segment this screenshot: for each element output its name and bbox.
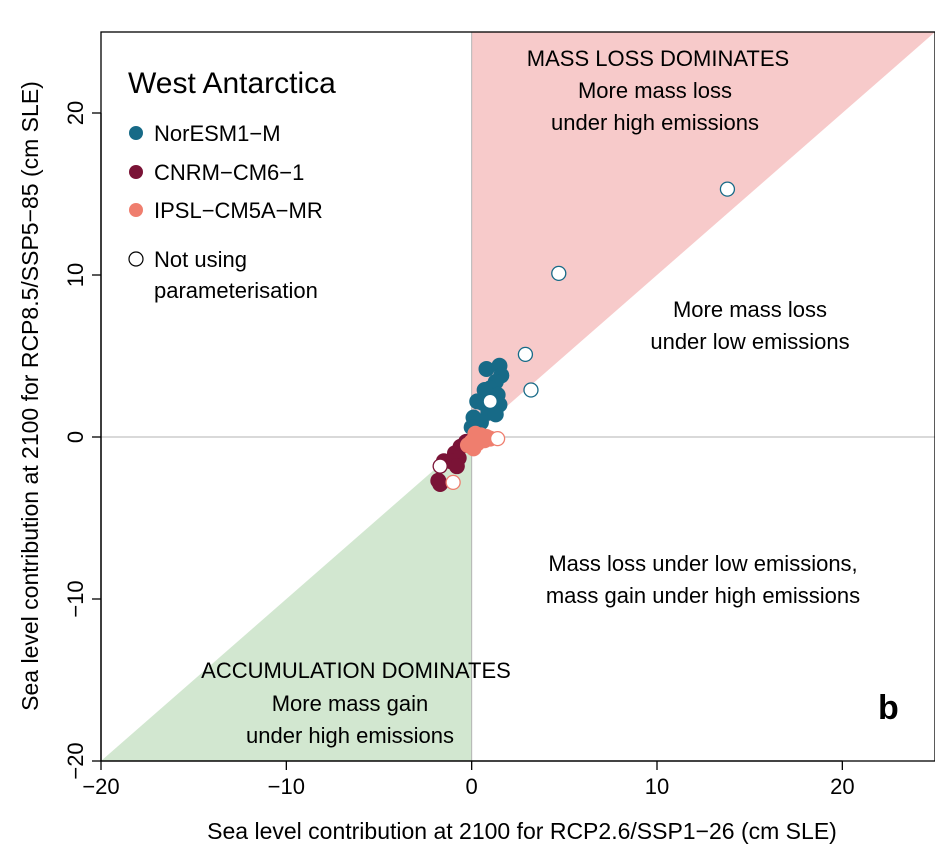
point-ipsl-cm5a-mr-7 — [465, 440, 482, 457]
x-tick-label-1: −10 — [268, 774, 305, 799]
legend-label-cnrm: CNRM−CM6−1 — [154, 160, 304, 185]
annotation-mass-loss-dominates: MASS LOSS DOMINATES — [527, 46, 789, 71]
x-tick-label-0: −20 — [82, 774, 119, 799]
open-point-noresm1-m-3 — [719, 181, 736, 197]
y-tick-label-3: 10 — [63, 263, 88, 287]
region-accumulation-dominates — [101, 437, 472, 761]
y-tick-label-1: −10 — [63, 580, 88, 617]
open-point-noresm1-m-1 — [523, 382, 539, 398]
legend-marker-open — [128, 251, 144, 267]
point-noresm1-m-13 — [487, 406, 504, 423]
y-tick-label-0: −20 — [63, 742, 88, 779]
annotation-more-loss-low-2: under low emissions — [650, 329, 849, 354]
point-cnrm-cm6-1-4 — [448, 458, 465, 475]
legend-marker-ipsl — [129, 203, 143, 217]
x-tick-label-2: 0 — [466, 774, 478, 799]
legend-marker-cnrm — [129, 165, 143, 179]
y-tick-label-4: 20 — [63, 101, 88, 125]
region-mass-loss-dominates — [471, 32, 935, 437]
legend-label-ipsl: IPSL−CM5A−MR — [154, 198, 323, 223]
annotation-loss-low-gain-high-2: mass gain under high emissions — [546, 583, 860, 608]
open-point-cnrm-cm6-1-0 — [432, 458, 448, 474]
y-axis-title: Sea level contribution at 2100 for RCP8.… — [17, 81, 43, 711]
panel-label: b — [878, 689, 899, 727]
point-noresm1-m-10 — [469, 393, 486, 410]
annotation-more-loss-high-1: More mass loss — [578, 78, 732, 103]
annotation-more-gain-high-1: More mass gain — [272, 691, 429, 716]
data-points — [430, 181, 736, 492]
x-axis-title: Sea level contribution at 2100 for RCP2.… — [207, 818, 837, 844]
y-tick-label-2: 0 — [63, 431, 88, 443]
open-point-ipsl-cm5a-mr-0 — [489, 430, 506, 447]
open-point-noresm1-m-0 — [517, 346, 534, 363]
x-tick-label-3: 10 — [645, 774, 669, 799]
point-noresm1-m-0 — [478, 360, 495, 377]
annotation-more-gain-high-2: under high emissions — [246, 723, 454, 748]
open-point-noresm1-m-4 — [482, 393, 498, 410]
y-axis: −20 −10 0 10 20 — [63, 101, 102, 780]
annotation-more-loss-high-2: under high emissions — [551, 110, 759, 135]
annotation-loss-low-gain-high-1: Mass loss under low emissions, — [548, 551, 857, 576]
legend-label-noresm: NorESM1−M — [154, 121, 281, 146]
x-tick-label-4: 20 — [830, 774, 854, 799]
point-cnrm-cm6-1-7 — [432, 475, 449, 492]
legend-label-open-2: parameterisation — [154, 278, 318, 303]
annotations: MASS LOSS DOMINATES More mass loss under… — [201, 46, 860, 748]
open-point-ipsl-cm5a-mr-1 — [445, 474, 461, 491]
annotation-accumulation-dominates: ACCUMULATION DOMINATES — [201, 658, 511, 683]
legend-label-open-1: Not using — [154, 247, 247, 272]
shaded-regions — [101, 32, 935, 761]
annotation-more-loss-low-1: More mass loss — [673, 297, 827, 322]
legend-marker-noresm — [129, 126, 143, 140]
open-point-noresm1-m-2 — [551, 265, 567, 282]
x-axis: −20 −10 0 10 20 — [82, 760, 855, 799]
legend: West Antarctica NorESM1−M CNRM−CM6−1 IPS… — [128, 67, 336, 303]
legend-title: West Antarctica — [128, 67, 336, 100]
